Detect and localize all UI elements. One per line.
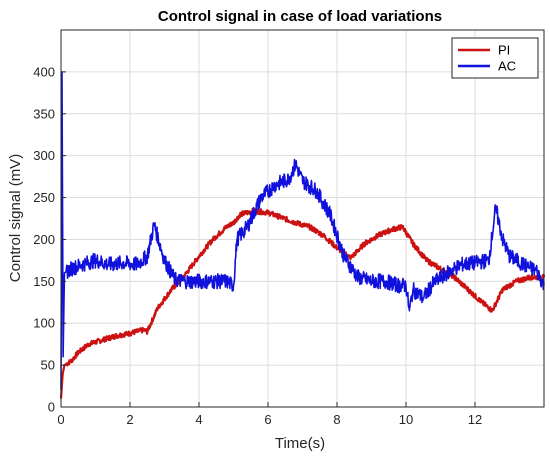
y-ticks: 0 50 100 150 200 250 300 350 400 (33, 64, 66, 415)
y-axis-label: Control signal (mV) (7, 154, 24, 282)
y-tick-label: 400 (33, 64, 55, 79)
y-tick-label: 350 (33, 106, 55, 121)
series-line-ac (60, 71, 545, 391)
x-tick-label: 12 (468, 412, 482, 427)
y-tick-label: 300 (33, 148, 55, 163)
grid (60, 30, 544, 408)
y-tick-label: 0 (48, 400, 55, 415)
y-tick-label: 100 (33, 316, 55, 331)
legend-label-ac: AC (498, 59, 516, 74)
x-tick-label: 10 (399, 412, 413, 427)
x-tick-label: 8 (333, 412, 340, 427)
x-tick-label: 4 (195, 412, 202, 427)
chart-title: Control signal in case of load variation… (158, 8, 442, 25)
legend-label-pi: PI (498, 43, 510, 58)
x-tick-label: 2 (126, 412, 133, 427)
plot-frame (60, 29, 545, 408)
x-ticks: 0 2 4 6 8 10 12 (57, 402, 482, 427)
legend-box (451, 37, 539, 79)
y-tick-label: 50 (41, 358, 55, 373)
y-tick-label: 150 (33, 274, 55, 289)
x-tick-label: 6 (264, 412, 271, 427)
plot-lines (59, 71, 546, 399)
x-tick-label: 0 (57, 412, 64, 427)
series-line-pi (59, 207, 546, 399)
y-tick-label: 250 (33, 190, 55, 205)
y-tick-label: 200 (33, 232, 55, 247)
x-axis-label: Time(s) (275, 435, 325, 452)
